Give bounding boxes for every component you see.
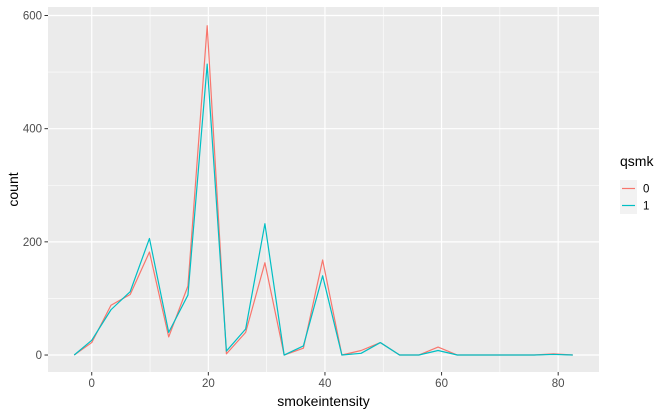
y-tick-label: 600: [23, 10, 42, 22]
x-tick-label: 20: [202, 378, 215, 390]
legend: qsmk 0 1: [620, 153, 654, 214]
y-tick-label: 0: [36, 350, 42, 362]
x-tick-label: 40: [319, 378, 332, 390]
legend-label-0: 0: [643, 184, 649, 196]
x-tick-label: 80: [552, 378, 565, 390]
legend-label-1: 1: [643, 201, 649, 213]
x-axis: 0 20 40 60 80: [89, 372, 565, 390]
y-tick-label: 400: [23, 124, 42, 136]
x-tick-label: 60: [435, 378, 448, 390]
series-line-1: [73, 63, 573, 356]
x-axis-title: smokeintensity: [277, 393, 370, 409]
series-lines: [73, 25, 573, 356]
legend-title: qsmk: [620, 153, 654, 169]
y-axis: 0 200 400 600: [23, 10, 48, 362]
x-tick-label: 0: [89, 378, 95, 390]
y-tick-label: 200: [23, 237, 42, 249]
minor-gridlines: [48, 7, 599, 372]
y-axis-title: count: [5, 172, 21, 206]
plot-panel: [48, 7, 599, 372]
